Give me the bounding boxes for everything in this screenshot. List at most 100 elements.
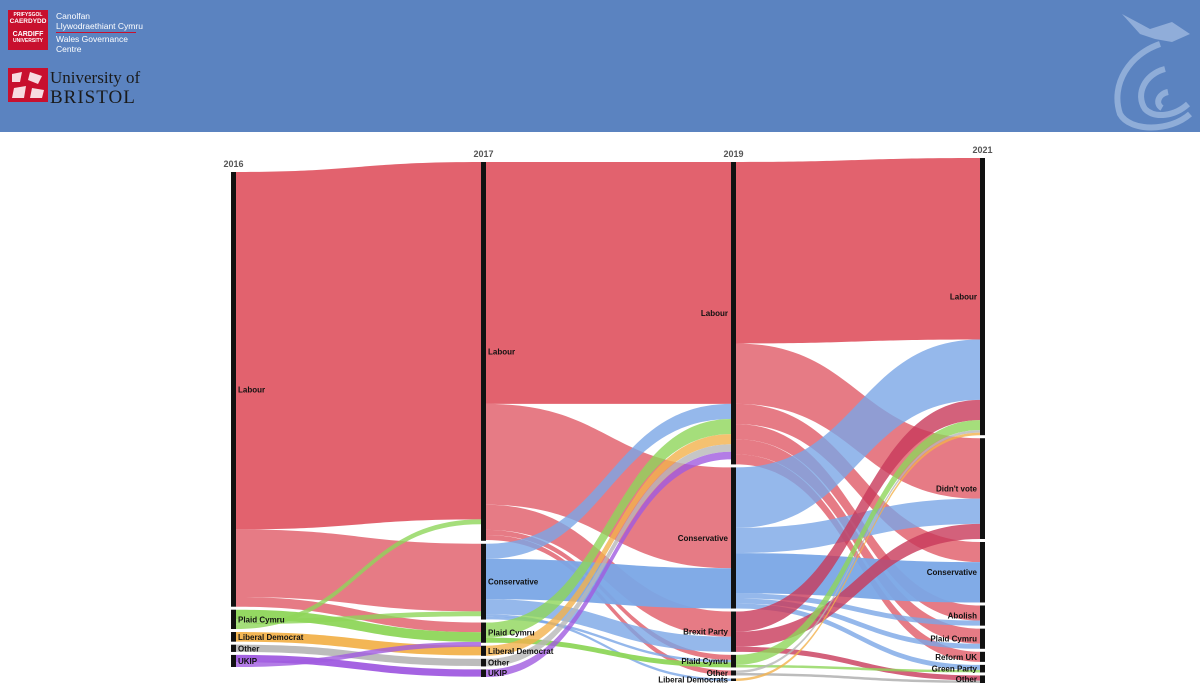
node-2021-reform-uk [980, 651, 985, 662]
year-labels: 2016 2017 2019 2021 [223, 145, 992, 169]
label-2016-liberal-democrat: Liberal Democrat [238, 633, 304, 642]
flow-conservative-to-didn-t-vote [736, 498, 980, 554]
dragon-watermark-icon [1114, 14, 1193, 131]
label-2016-plaid-cymru: Plaid Cymru [238, 615, 285, 624]
cardiff-university-logo: PRIFYSGOL CAERDYDD CARDIFF UNIVERSITY [8, 10, 48, 50]
label-2017-ukip: UKIP [488, 669, 508, 678]
node-2016-ukip [231, 654, 236, 667]
flow-conservative-to-plaid-cymru [486, 616, 731, 663]
flow-liberal-democrat-to-liberal-democrat [236, 632, 481, 656]
year-label-2016: 2016 [223, 159, 243, 169]
label-2019-other: Other [707, 669, 728, 678]
node-2019-labour [731, 162, 736, 465]
cardiff-logo-line: CARDIFF [12, 30, 44, 38]
label-2021-green-party: Green Party [932, 665, 978, 674]
wgc-divider [56, 32, 136, 33]
node-2017-plaid-cymru [481, 622, 486, 643]
label-2016-other: Other [238, 644, 259, 653]
wgc-text-line: Centre [56, 43, 82, 54]
cardiff-logo-line: PRIFYSGOL [13, 12, 43, 18]
flow-plaid-cymru-to-plaid-cymru [486, 637, 731, 668]
label-2017-labour: Labour [488, 347, 515, 356]
flow-labour-to-labour [486, 162, 731, 404]
label-2019-plaid-cymru: Plaid Cymru [681, 657, 728, 666]
flow-other-to-labour [486, 444, 731, 667]
node-2019-other [731, 670, 736, 676]
label-2019-brexit-party: Brexit Party [683, 628, 728, 637]
flow-plaid-cymru-to-conservative [236, 611, 481, 625]
flow-liberal-democrats-to-labour [736, 432, 980, 681]
wgc-text-line: Canolfan [56, 11, 91, 21]
node-2017-liberal-democrat [481, 645, 486, 656]
cardiff-logo-line: UNIVERSITY [12, 37, 43, 44]
wgc-text-line: Wales Governance [56, 34, 128, 44]
label-2017-other: Other [488, 659, 509, 668]
flow-liberal-democrat-to-labour [486, 434, 731, 656]
node-2017-other [481, 658, 486, 667]
year-label-2019: 2019 [723, 149, 743, 159]
flow-brexit-party-to-other [736, 646, 980, 681]
node-2021-labour [980, 158, 985, 436]
node-2021-didn-t-vote [980, 438, 985, 539]
label-2021-reform-uk: Reform UK [935, 653, 977, 662]
label-2021-conservative: Conservative [927, 568, 978, 577]
flow-brexit-party-to-didn-t-vote [736, 523, 980, 647]
node-2016-plaid-cymru [231, 609, 236, 630]
flow-labour-to-labour [736, 158, 980, 344]
cardiff-logo-line: CAERDYDD [9, 18, 47, 25]
wales-governance-centre-text: Canolfan Llywodraethiant Cymru Wales Gov… [56, 11, 143, 54]
flow-other-to-labour [736, 430, 980, 673]
flow-ukip-to-plaid-cymru [236, 641, 481, 667]
node-2021-green-party [980, 664, 985, 673]
flow-plaid-cymru-to-labour [736, 420, 980, 665]
flow-labour-to-plaid-cymru [236, 597, 481, 633]
node-2017-ukip [481, 669, 486, 677]
label-2019-conservative: Conservative [678, 534, 729, 543]
bristol-line-1: University of [50, 68, 141, 87]
flow-plaid-cymru-to-labour [236, 519, 481, 630]
flow-conservative-to-plaid-cymru [736, 598, 980, 649]
label-2021-labour: Labour [950, 293, 977, 302]
flow-plaid-cymru-to-labour [486, 419, 731, 638]
flow-conservative-to-conservative [486, 558, 731, 609]
bristol-crest-icon [8, 68, 48, 102]
label-2016-labour: Labour [238, 385, 265, 394]
label-2019-liberal-democrats: Liberal Democrats [658, 676, 728, 684]
flow-labour-to-labour [236, 162, 481, 530]
flow-conservative-to-liberal-democrats [486, 614, 731, 681]
node-2016-liberal-democrat [231, 632, 236, 642]
header-banner: PRIFYSGOL CAERDYDD CARDIFF UNIVERSITY Ca… [0, 0, 1200, 132]
node-2016-other [231, 644, 236, 652]
node-2017-conservative [481, 543, 486, 620]
label-2016-ukip: UKIP [238, 657, 258, 666]
label-2017-conservative: Conservative [488, 578, 539, 587]
flow-labour-to-other [486, 534, 731, 676]
flow-links [236, 158, 980, 683]
node-2019-plaid-cymru [731, 654, 736, 668]
party-nodes [231, 158, 985, 683]
node-2016-labour [231, 172, 236, 607]
node-2021-abolish [980, 605, 985, 626]
flow-plaid-cymru-to-green-party [736, 664, 980, 673]
label-2021-abolish: Abolish [948, 612, 977, 621]
year-label-2021: 2021 [972, 145, 992, 155]
flow-labour-to-conservative [236, 529, 481, 612]
node-2017-labour [481, 162, 486, 541]
flow-labour-to-conservative [736, 403, 980, 563]
label-2019-labour: Labour [701, 309, 728, 318]
flow-other-to-other [736, 672, 980, 683]
label-2021-plaid-cymru: Plaid Cymru [930, 635, 977, 644]
node-2019-brexit-party [731, 611, 736, 652]
node-2019-liberal-democrats [731, 678, 736, 681]
flow-conservative-to-labour [736, 339, 980, 528]
label-2017-plaid-cymru: Plaid Cymru [488, 629, 535, 638]
node-2019-conservative [731, 467, 736, 609]
flow-conservative-to-labour [486, 403, 731, 559]
node-2021-other [980, 675, 985, 683]
label-2021-other: Other [956, 675, 977, 684]
node-2021-conservative [980, 542, 985, 603]
university-of-bristol-wordmark: University of BRISTOL [50, 68, 140, 108]
year-label-2017: 2017 [473, 149, 493, 159]
